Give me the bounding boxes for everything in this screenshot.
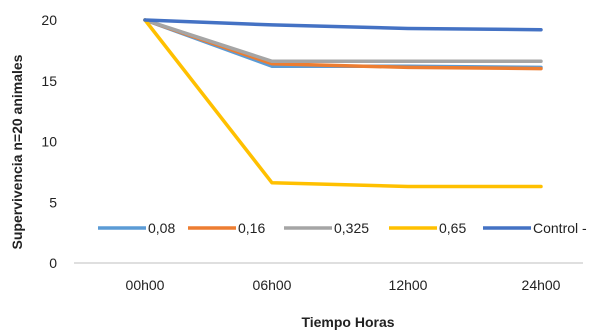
y-tick-label: 5 xyxy=(49,194,57,210)
legend-label: Control - xyxy=(533,220,587,236)
legend: 0,08 0,16 0,325 0,65 Control - xyxy=(98,220,587,236)
series-line xyxy=(143,18,543,32)
y-tick-label: 15 xyxy=(41,73,57,89)
legend-label: 0,65 xyxy=(439,220,466,236)
y-axis-title: Supervivencia n=20 animales xyxy=(9,54,25,249)
legend-label: 0,08 xyxy=(148,220,175,236)
y-tick-label: 0 xyxy=(49,255,57,271)
legend-label: 0,16 xyxy=(238,220,265,236)
series-lines xyxy=(143,18,543,189)
legend-label: 0,325 xyxy=(334,220,369,236)
x-axis-ticks: 00h00 06h00 12h00 24h00 xyxy=(126,277,561,293)
y-tick-label: 20 xyxy=(41,12,57,28)
x-tick-label: 24h00 xyxy=(522,277,561,293)
x-tick-label: 06h00 xyxy=(253,277,292,293)
x-tick-label: 00h00 xyxy=(126,277,165,293)
y-tick-label: 10 xyxy=(41,134,57,150)
x-tick-label: 12h00 xyxy=(389,277,428,293)
series-line xyxy=(143,18,543,189)
series-line xyxy=(143,18,543,64)
y-axis-ticks: 0 5 10 15 20 xyxy=(41,12,57,271)
x-axis-title: Tiempo Horas xyxy=(301,314,394,330)
